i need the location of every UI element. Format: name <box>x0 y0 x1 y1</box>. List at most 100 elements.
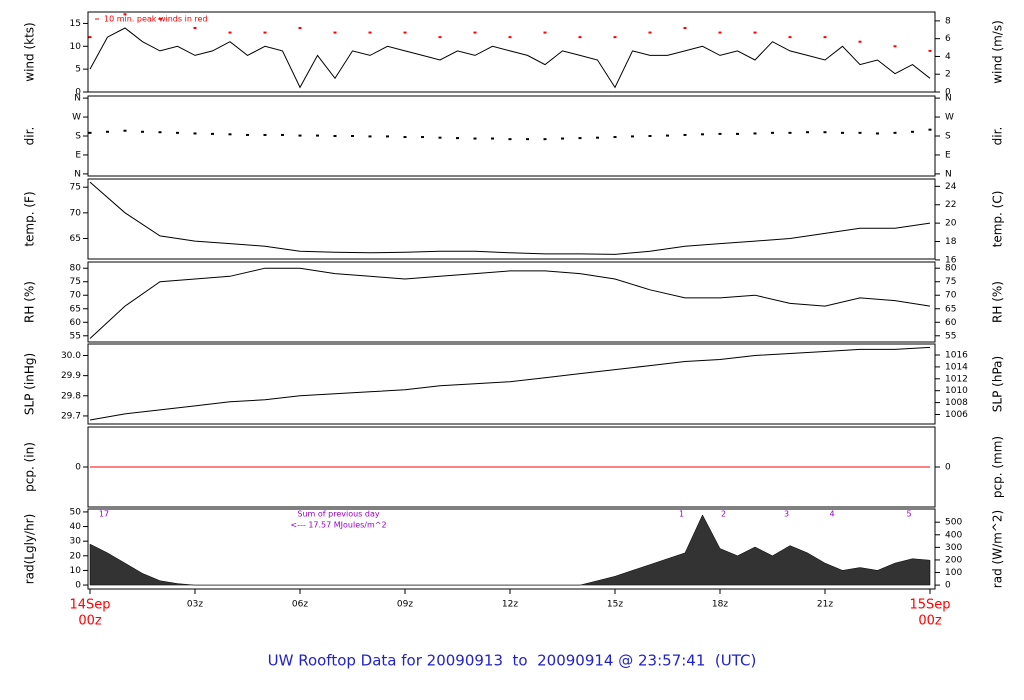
y-tick-label: 0 <box>75 581 81 591</box>
data-point <box>928 49 932 52</box>
data-point <box>158 131 162 134</box>
y-tick-label: N <box>74 169 81 179</box>
data-point <box>368 135 372 138</box>
data-point <box>683 27 687 29</box>
y-axis-label: SLP (inHg) <box>23 353 37 415</box>
y2-axis-label: temp. (C) <box>991 191 1005 248</box>
y2-tick-label: 18 <box>945 237 957 247</box>
x-tick-sublabel: 00z <box>918 614 942 629</box>
y-tick-label: 40 <box>70 522 82 532</box>
y2-tick-label: 20 <box>945 219 957 229</box>
data-point <box>88 36 92 39</box>
y-axis-label: wind (kts) <box>23 22 37 81</box>
y-tick-label: 29.8 <box>61 391 81 401</box>
data-point <box>281 133 284 136</box>
y-tick-label: 10 <box>70 566 82 576</box>
data-point <box>403 31 407 34</box>
data-point <box>298 27 302 29</box>
data-point <box>543 138 547 141</box>
data-point <box>666 134 669 137</box>
data-point <box>246 133 249 136</box>
data-point <box>88 131 92 134</box>
y2-tick-label: 60 <box>945 318 957 328</box>
data-point <box>648 31 652 34</box>
data-point <box>736 132 739 135</box>
data-point <box>526 138 529 141</box>
data-point <box>403 136 407 139</box>
data-point <box>193 132 197 135</box>
data-point <box>211 132 214 135</box>
data-point <box>298 134 302 137</box>
y2-tick-label: N <box>945 94 952 104</box>
data-point <box>438 136 442 139</box>
y2-tick-label: 6 <box>945 34 951 44</box>
y2-tick-label: 500 <box>945 518 962 528</box>
y2-tick-label: N <box>945 169 952 179</box>
panel-frame <box>87 343 936 425</box>
data-point <box>613 36 617 39</box>
y2-axis-label: wind (m/s) <box>991 20 1005 84</box>
data-point <box>473 137 477 140</box>
annotation: <--- 17.57 MJoules/m^2 <box>290 521 386 530</box>
y2-axis-label: RH (%) <box>991 281 1005 323</box>
data-point <box>613 136 617 139</box>
data-point <box>176 131 179 134</box>
y-tick-label: 15 <box>70 19 81 29</box>
data-point <box>823 131 827 134</box>
y-tick-label: 10 <box>70 42 82 52</box>
x-tick-label: 18z <box>712 600 728 610</box>
y-tick-label: 65 <box>70 234 81 244</box>
data-point <box>438 36 442 39</box>
x-tick-label: 09z <box>397 600 413 610</box>
y2-tick-label: 8 <box>945 16 951 26</box>
y2-axis-label: pcp. (mm) <box>991 436 1005 498</box>
data-point <box>788 36 792 39</box>
data-point <box>858 131 862 134</box>
y-tick-label: 65 <box>70 304 81 314</box>
y-axis-label: dir. <box>23 127 37 146</box>
y-tick-label: 20 <box>70 551 82 561</box>
data-point <box>123 129 127 132</box>
y2-tick-label: 1008 <box>945 398 968 408</box>
data-point <box>701 133 704 136</box>
data-point <box>508 138 512 141</box>
data-point <box>648 135 652 137</box>
data-point <box>858 40 862 43</box>
data-point <box>193 27 197 29</box>
data-line <box>89 27 931 89</box>
y-tick-label: N <box>74 94 81 104</box>
y-tick-label: 50 <box>70 507 82 517</box>
data-point <box>123 13 127 16</box>
y-tick-label: S <box>75 132 81 142</box>
panel-frame <box>87 508 936 590</box>
data-point <box>578 36 582 39</box>
data-point <box>473 31 477 34</box>
panel-frame <box>87 95 936 177</box>
annotation: 17 <box>99 510 109 519</box>
y2-tick-label: 0 <box>945 581 951 591</box>
data-point <box>578 137 582 140</box>
y-tick-label: 29.7 <box>61 411 81 421</box>
annotation: 1 <box>679 510 684 519</box>
data-point <box>753 31 757 34</box>
y-tick-label: 75 <box>70 277 81 287</box>
annotation: 5 <box>906 510 911 519</box>
data-point <box>631 135 634 138</box>
y-axis-label: pcp. (in) <box>23 442 37 492</box>
data-point <box>911 130 914 133</box>
data-point <box>596 136 599 139</box>
footer-title: UW Rooftop Data for 20090913 to 20090914… <box>268 652 757 670</box>
data-point <box>316 134 319 137</box>
data-point <box>928 128 932 131</box>
y2-tick-label: 75 <box>945 277 956 287</box>
x-tick-label: 15Sep <box>909 598 950 613</box>
y2-tick-label: 16 <box>945 255 957 265</box>
y-axis-label: rad(Lgly/hr) <box>23 514 37 585</box>
data-point <box>263 133 267 136</box>
y2-tick-label: 80 <box>945 264 957 274</box>
y2-tick-label: S <box>945 132 951 142</box>
data-point <box>876 132 879 135</box>
data-point <box>368 31 372 34</box>
